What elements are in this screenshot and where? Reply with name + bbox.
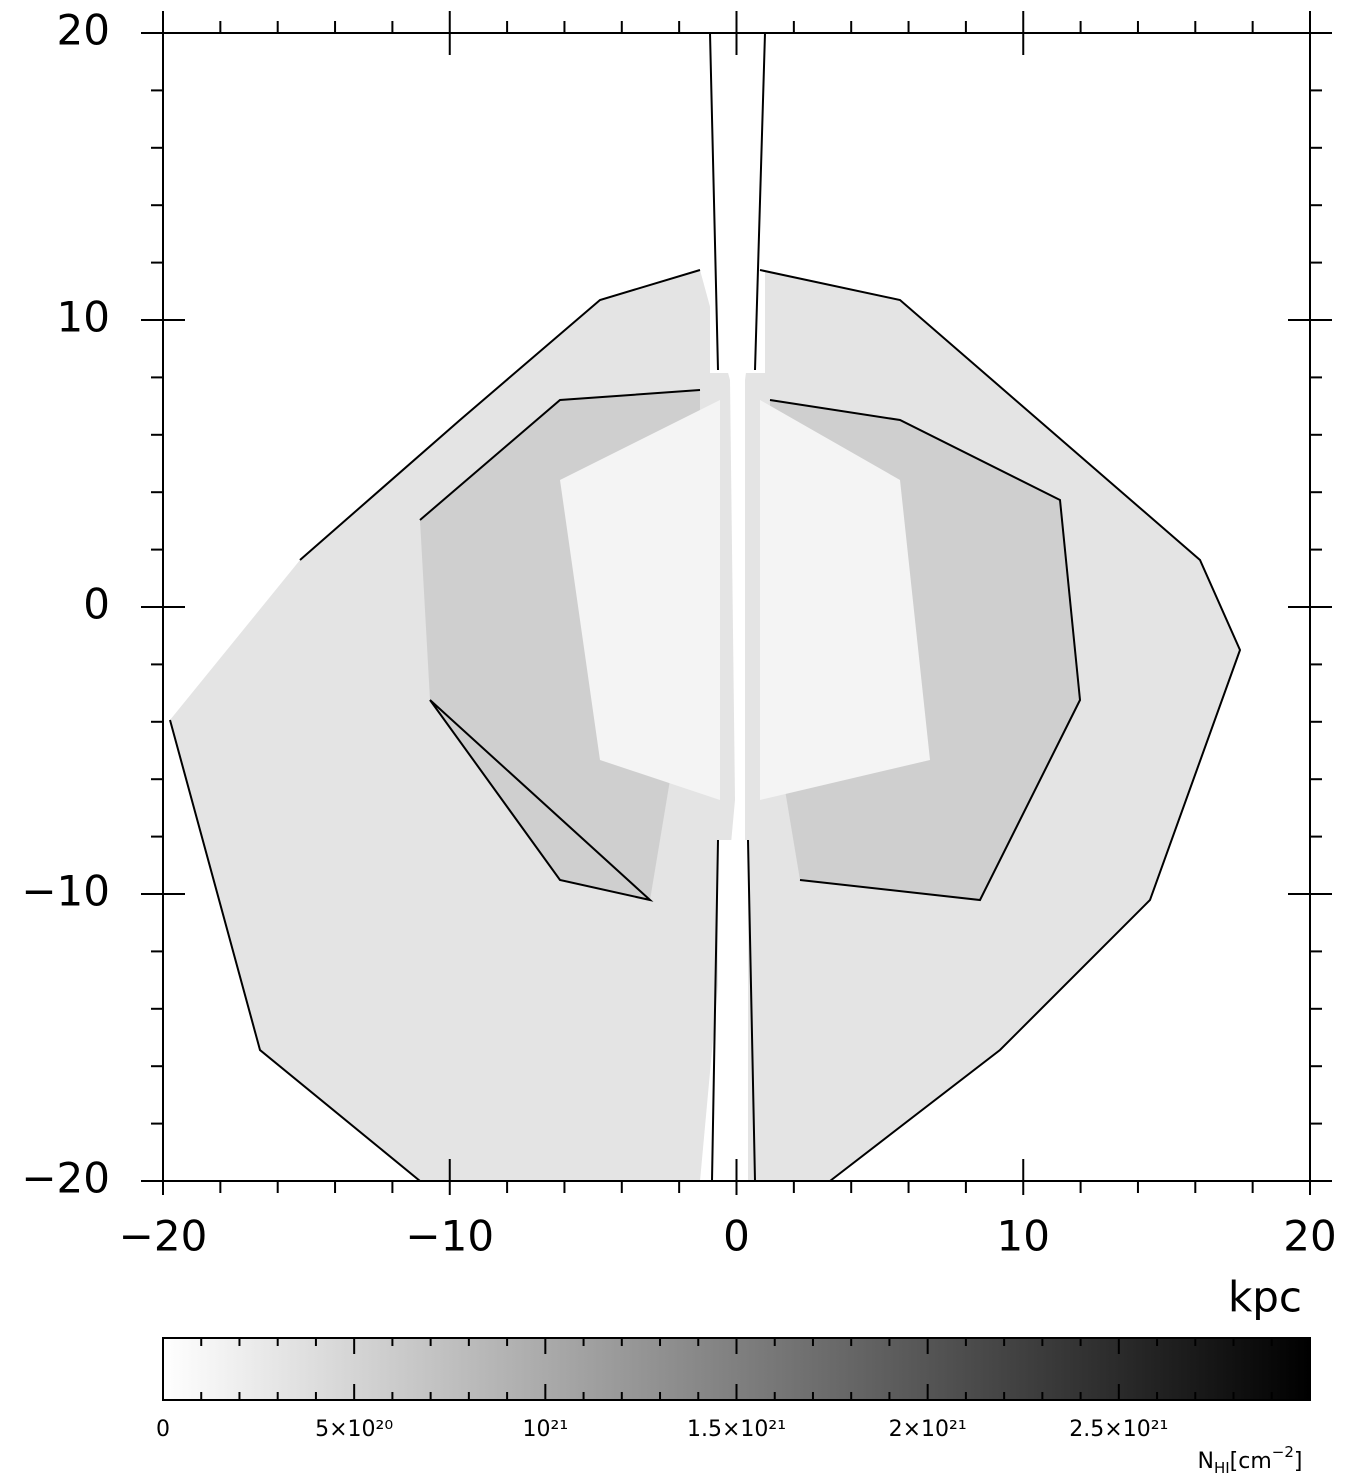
colorbar-tick-label: 10²¹ [523, 1417, 569, 1442]
y-tick-label: −10 [21, 867, 110, 916]
x-tick-label: 10 [997, 1212, 1050, 1261]
y-tick-label: 0 [83, 580, 110, 629]
colorbar-label-part: ] [1294, 1449, 1303, 1474]
x-tick-label: 0 [723, 1212, 750, 1261]
colorbar-label-part: N [1198, 1449, 1214, 1474]
colorbar-label: NHI[cm−2] [1198, 1443, 1303, 1477]
x-tick-label: 20 [1283, 1212, 1336, 1261]
y-tick-label: 10 [57, 293, 110, 342]
colorbar-label-part: HI [1214, 1459, 1230, 1477]
y-tick-label: −20 [21, 1154, 110, 1203]
colorbar-tick-label: 1.5×10²¹ [687, 1417, 786, 1442]
y-tick-label: 20 [57, 6, 110, 55]
colorbar-tick-label: 0 [156, 1417, 170, 1442]
x-tick-label: −20 [119, 1212, 208, 1261]
x-axis-label: kpc [1228, 1273, 1302, 1322]
colorbar-label-part: −2 [1272, 1443, 1294, 1461]
colorbar-label-part: [cm [1230, 1449, 1272, 1474]
field-sketch [169, 32, 1242, 1182]
colorbar-tick-label: 2×10²¹ [889, 1417, 967, 1442]
colorbar-tick-label: 2.5×10²¹ [1069, 1417, 1168, 1442]
x-tick-label: −10 [405, 1212, 494, 1261]
colorbar-tick-label: 5×10²⁰ [315, 1417, 393, 1442]
